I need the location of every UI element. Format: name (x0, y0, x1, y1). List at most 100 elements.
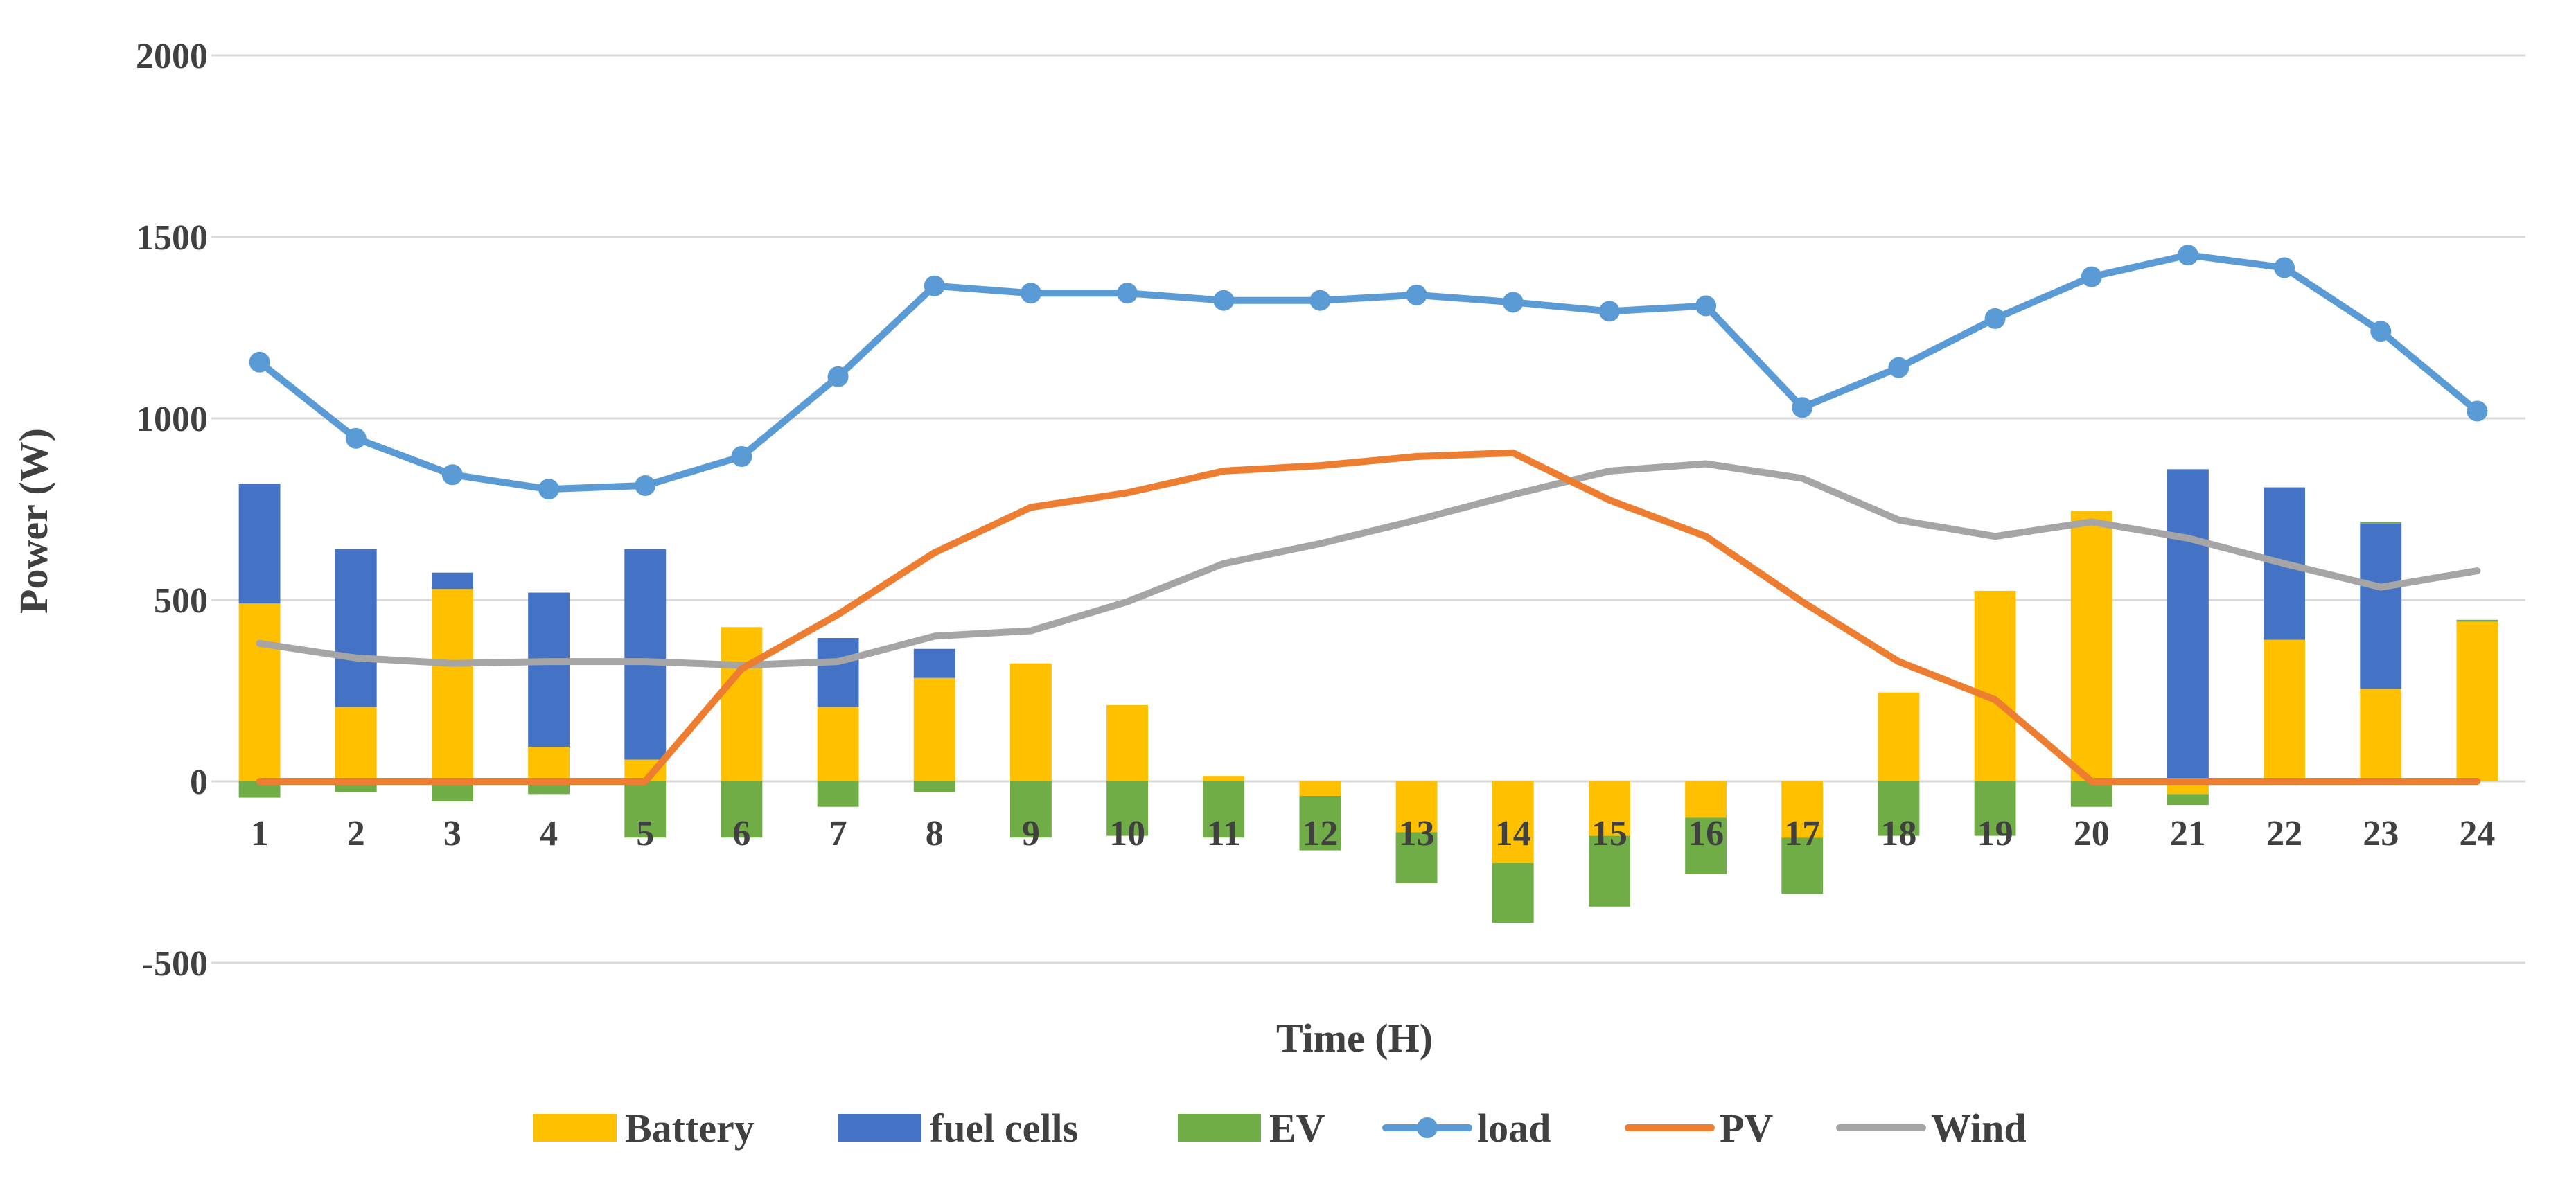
legend-label: load (1477, 1106, 1551, 1151)
x-tick-label: 24 (2459, 814, 2495, 853)
marker-load (1213, 290, 1235, 311)
bar-battery (1492, 781, 1534, 863)
x-tick-label: 15 (1591, 814, 1627, 853)
legend-item-load: load (1382, 1106, 1551, 1151)
bar-battery (431, 589, 473, 781)
bar-battery (913, 677, 955, 781)
line-wind (256, 460, 2481, 669)
marker-load (635, 475, 656, 496)
legend-item-wind: Wind (1836, 1106, 2027, 1151)
bar-fuel-cells (624, 549, 667, 760)
bar-battery (1781, 781, 1824, 838)
bar-fuel-cells (528, 592, 570, 747)
bar-ev (2360, 522, 2402, 524)
bar-battery (1203, 776, 1245, 781)
bar-battery (528, 747, 570, 781)
marker-load (1309, 290, 1331, 311)
legend-swatch (838, 1114, 921, 1142)
marker-load (345, 427, 367, 449)
marker-load (538, 479, 560, 500)
legend-label: Wind (1931, 1106, 2027, 1151)
marker-load (1406, 284, 1427, 305)
legend-marker (1417, 1117, 1438, 1138)
legend-label: PV (1720, 1106, 1773, 1151)
bar-fuel-cells (913, 648, 955, 678)
bar-ev (1299, 795, 1341, 851)
marker-load (1695, 295, 1717, 317)
bar-ev (1685, 817, 1727, 874)
marker-load (924, 275, 945, 296)
bar-battery (1974, 590, 2016, 781)
marker-load (249, 351, 270, 373)
bar-battery (238, 603, 281, 781)
lines (249, 245, 2488, 785)
bar-ev (1009, 781, 1052, 838)
marker-load (2177, 245, 2198, 266)
bar-ev (1203, 781, 1245, 838)
bar-ev (624, 781, 667, 838)
x-tick-label: 6 (732, 814, 750, 853)
x-tick-label: 23 (2363, 814, 2399, 853)
bar-battery (1685, 781, 1727, 818)
x-tick-label: 18 (1880, 814, 1916, 853)
marker-load (2081, 266, 2102, 287)
y-tick-label: 1000 (136, 400, 208, 439)
bar-fuel-cells (2167, 469, 2209, 781)
y-tick-label: -500 (142, 944, 208, 984)
y-tick-label: 1500 (136, 218, 208, 258)
x-tick-label: 4 (540, 814, 558, 853)
marker-load (731, 446, 752, 468)
bar-ev (2456, 619, 2498, 622)
marker-load (1792, 397, 1813, 418)
bar-ev (817, 781, 859, 807)
bar-battery (1395, 781, 1438, 833)
x-axis-ticks: 1 2 3 4 5 6 7 8 9 10 11 12 13 14 15 16 17 18 19 20 21 22 23 24 (251, 814, 2496, 853)
legend: Battery fuel cells EV load PV Wind (533, 1106, 2027, 1151)
legend-item-fuel-cells: fuel cells (838, 1106, 1078, 1151)
marker-load (827, 366, 849, 387)
bar-battery (1106, 704, 1149, 781)
marker-load (1502, 292, 1524, 313)
line-pv (256, 449, 2481, 785)
bar-ev (1588, 835, 1630, 907)
x-tick-label: 22 (2266, 814, 2302, 853)
bar-ev (913, 781, 955, 792)
x-tick-label: 21 (2170, 814, 2206, 853)
legend-label: EV (1269, 1106, 1325, 1151)
marker-load (2370, 321, 2392, 342)
bar-ev (1878, 781, 1920, 836)
x-tick-label: 1 (251, 814, 269, 853)
bars (238, 469, 2498, 923)
x-tick-label: 8 (926, 814, 944, 853)
x-tick-label: 10 (1109, 814, 1145, 853)
bar-battery (335, 707, 377, 781)
bar-ev (238, 781, 281, 798)
bar-battery (2456, 621, 2498, 781)
x-tick-label: 19 (1977, 814, 2013, 853)
bar-ev (1974, 781, 2016, 836)
line-load (256, 251, 2481, 493)
bar-fuel-cells (238, 484, 281, 604)
marker-load (1984, 308, 2006, 329)
marker-load (1020, 283, 1041, 304)
y-tick-label: 0 (190, 763, 208, 802)
bar-battery (817, 707, 859, 781)
bar-fuel-cells (335, 549, 377, 707)
y-axis-title: Power (W) (11, 428, 56, 614)
marker-load (1117, 283, 1138, 304)
x-tick-label: 17 (1784, 814, 1820, 853)
bar-ev (1106, 781, 1149, 836)
bar-fuel-cells (2360, 523, 2402, 689)
x-tick-label: 7 (829, 814, 847, 853)
bar-ev (1395, 832, 1438, 883)
x-tick-label: 13 (1399, 814, 1435, 853)
bar-ev (1492, 862, 1534, 923)
y-tick-label: 2000 (136, 37, 208, 76)
bar-battery (721, 627, 763, 781)
bar-ev (721, 781, 763, 838)
y-axis-ticks: -500 0 500 1000 1500 2000 (136, 37, 208, 984)
x-tick-label: 16 (1688, 814, 1724, 853)
x-tick-label: 20 (2074, 814, 2110, 853)
legend-item-battery: Battery (533, 1106, 755, 1151)
